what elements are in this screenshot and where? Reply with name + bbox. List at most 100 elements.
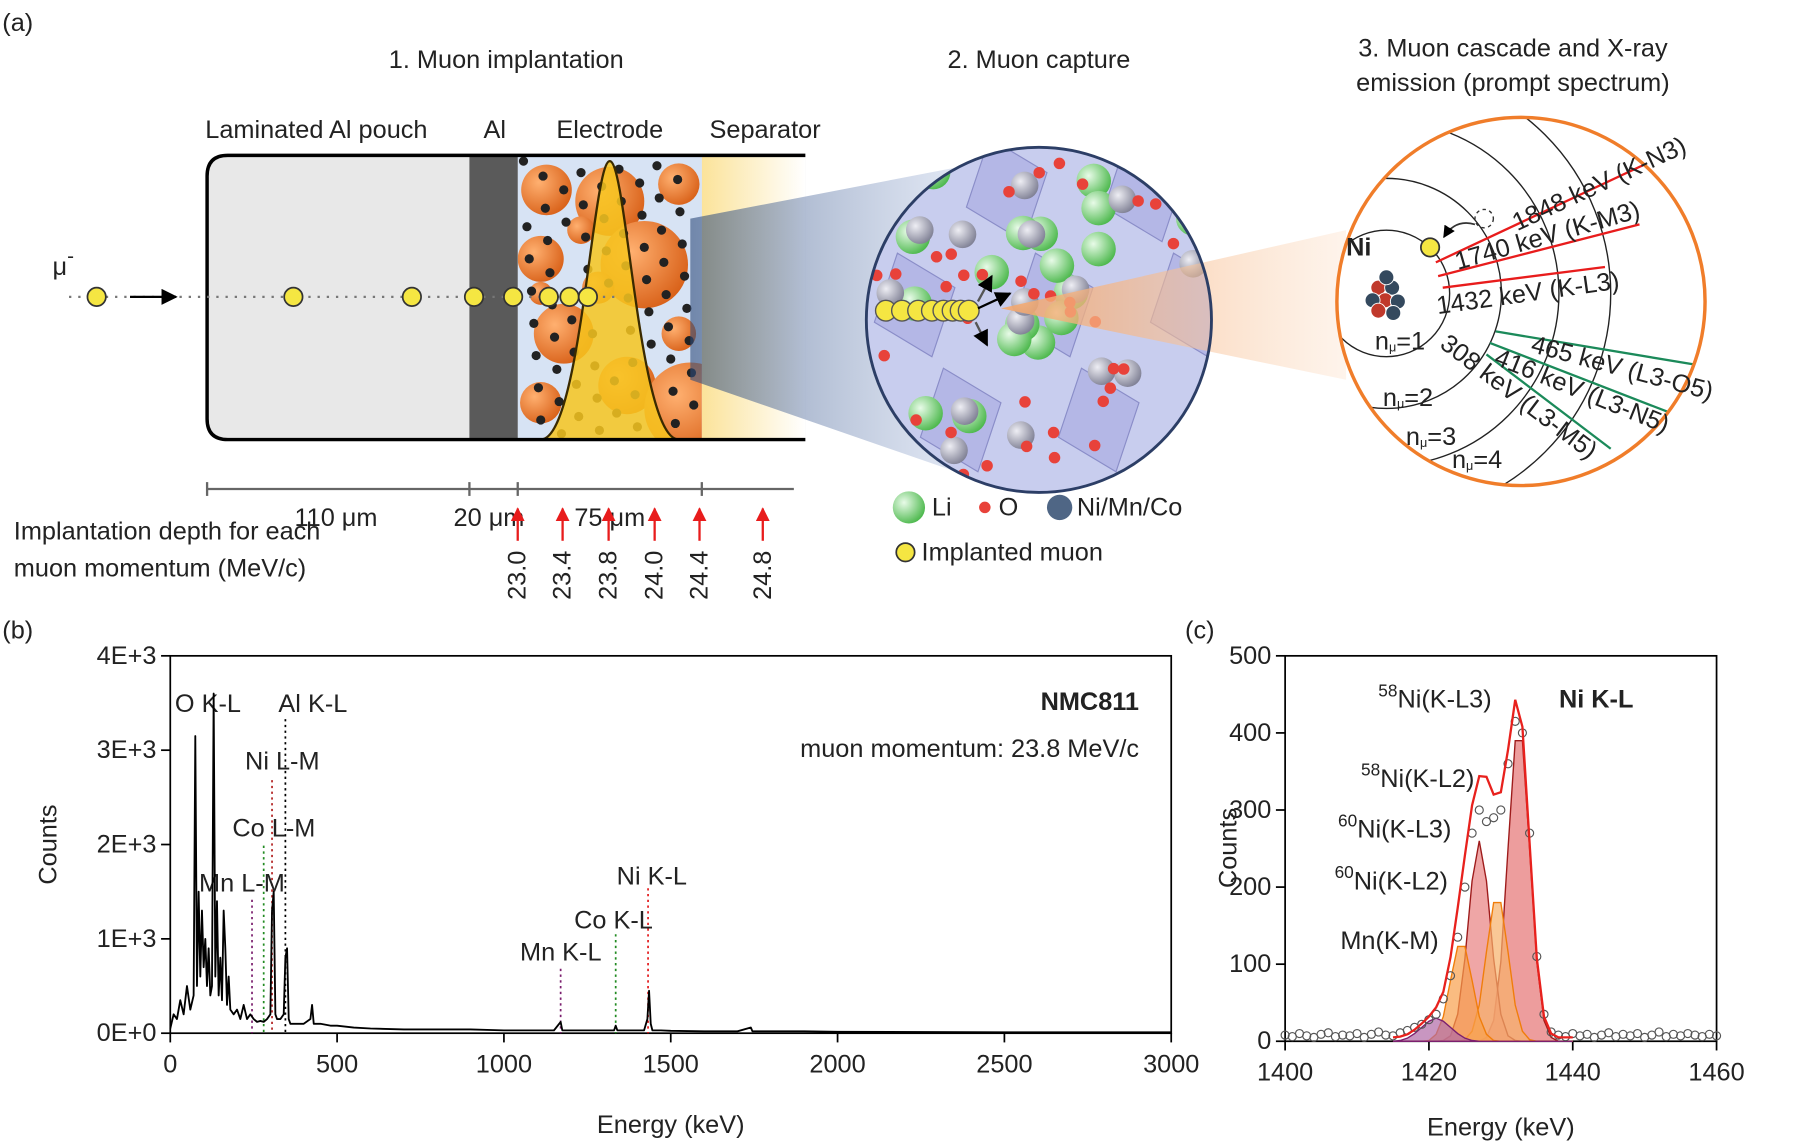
component-label: 60Ni(K-L3): [1338, 810, 1451, 843]
shell: [1336, 229, 1451, 358]
o-atom: [1088, 439, 1101, 452]
step-title: 2. Muon capture: [948, 46, 1131, 74]
carbon-black: [554, 396, 564, 407]
chart-subtitle: muon momentum: 23.8 MeV/c: [800, 735, 1139, 763]
carbon-black: [679, 271, 690, 281]
carbon-black: [533, 383, 544, 393]
atom-label: Ni: [1346, 233, 1371, 261]
chart-title: Ni K-L: [1559, 686, 1633, 714]
octahedron: [1057, 367, 1140, 473]
o-atom: [1132, 195, 1144, 207]
shell-label: nμ=4: [1452, 446, 1502, 474]
carbon-black: [656, 225, 667, 235]
data-point: [1417, 1019, 1427, 1029]
x-tick-label: 1500: [643, 1050, 699, 1078]
carbon-black: [675, 207, 685, 217]
component-label: 58Ni(K-L2): [1361, 760, 1474, 793]
momentum-label: 23.8: [595, 551, 623, 600]
x-tick-label: 2000: [809, 1050, 865, 1078]
muon: [538, 286, 559, 307]
y-tick-label: 200: [1229, 873, 1271, 901]
step-title: 1. Muon implantation: [389, 46, 624, 74]
data-point: [1604, 1028, 1614, 1038]
carbon-black: [635, 178, 645, 188]
isotope: 58: [1361, 760, 1380, 780]
o-atom: [1019, 396, 1031, 408]
o-atom: [878, 349, 890, 362]
tm-atom: [1146, 464, 1175, 493]
carbon-black: [545, 268, 555, 278]
octahedron: [1195, 367, 1212, 473]
tm-atom: [950, 397, 979, 425]
legend-label: Li: [932, 493, 952, 521]
data-point: [1338, 1030, 1348, 1040]
data-point: [1632, 1028, 1643, 1039]
shell-n: n: [1383, 384, 1397, 412]
muon-symbol: μ-: [53, 244, 74, 281]
component-label: 58Ni(K-L3): [1378, 680, 1491, 713]
muon: [559, 286, 580, 307]
carbon-black: [536, 415, 546, 425]
muon-arrow: [973, 321, 989, 347]
transition-line: [1437, 223, 1640, 278]
o-atom: [910, 414, 922, 426]
o-atom: [958, 269, 970, 282]
x-tick-label: 2500: [976, 1050, 1032, 1078]
nucleon: [1370, 302, 1387, 319]
o-atom: [930, 251, 943, 263]
peak-label: Ni K-L: [617, 863, 687, 891]
tm-atom: [1017, 220, 1046, 248]
carbon-black: [663, 322, 674, 332]
li-atom: [1039, 248, 1075, 283]
o-atom: [1149, 198, 1162, 210]
li-atom: [1170, 461, 1205, 493]
muon: [1420, 237, 1441, 258]
momentum-label: 24.4: [686, 551, 714, 600]
implantation-profile: [540, 159, 680, 441]
carbon-black: [531, 350, 541, 361]
tm-atom: [1108, 185, 1137, 214]
o-atom: [1167, 237, 1180, 250]
o-atom: [895, 156, 908, 169]
data-point: [1575, 1031, 1585, 1041]
peak-label: Co L-M: [232, 814, 315, 842]
o-atom: [976, 268, 989, 281]
o-atom: [1104, 382, 1117, 394]
shell-eq: =1: [1396, 328, 1425, 356]
x-tick-label: 1420: [1401, 1058, 1457, 1086]
legend-li: [892, 491, 926, 524]
momentum-label: 24.8: [749, 551, 777, 600]
data-point: [1690, 1030, 1700, 1040]
isotope: 58: [1378, 680, 1397, 700]
carbon-black: [668, 386, 678, 396]
component-name: Mn(K-M): [1340, 927, 1438, 955]
data-point: [1280, 1030, 1290, 1040]
chart-title: NMC811: [1041, 688, 1139, 716]
depth-note: muon momentum (MeV/c): [14, 554, 306, 582]
carbon-black: [522, 222, 532, 232]
particle: [521, 164, 572, 216]
spectrum: [169, 692, 1172, 1034]
carbon-black: [641, 275, 652, 285]
muon: [577, 286, 598, 307]
legend-tm: [1046, 494, 1073, 521]
x-tick-label: 3000: [1143, 1050, 1199, 1078]
layer-label: Electrode: [556, 116, 663, 144]
carbon-black: [652, 161, 662, 171]
tm-atom: [1087, 357, 1116, 386]
shell-n: n: [1452, 446, 1466, 474]
nucleon: [1385, 305, 1402, 321]
thickness-label: 110 μm: [294, 504, 377, 532]
muon: [401, 286, 422, 307]
tm-atom: [876, 279, 905, 307]
cascade-arrow: [1443, 222, 1476, 239]
step-title: emission (prompt spectrum): [1356, 69, 1669, 97]
transition-line: [1442, 265, 1606, 289]
fit-total: [1392, 699, 1573, 1039]
crystal: [866, 147, 1212, 493]
x-tick-label: 0: [163, 1050, 177, 1078]
shell-label: nμ=1: [1375, 328, 1425, 356]
legend-muon: [895, 542, 916, 563]
data-point: [1704, 1029, 1714, 1039]
transition-line: [1495, 330, 1703, 368]
